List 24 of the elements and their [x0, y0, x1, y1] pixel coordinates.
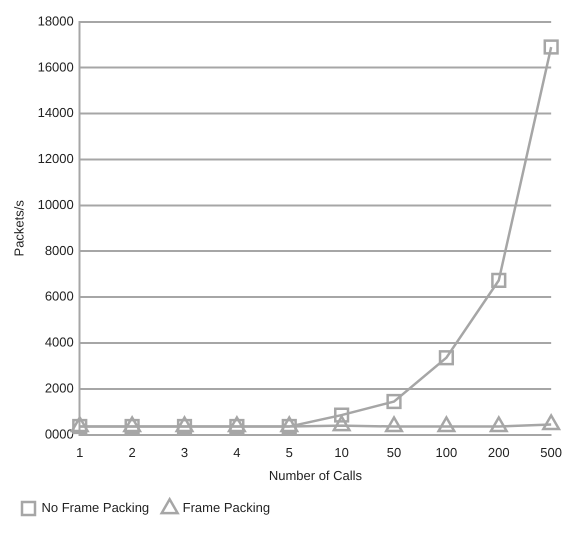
- y-tick-label: 10000: [38, 196, 74, 212]
- y-tick-label: 12000: [38, 151, 74, 166]
- y-tick-label: 16000: [38, 59, 74, 74]
- x-tick-label: 3: [180, 445, 188, 460]
- y-tick-label: 6000: [44, 288, 74, 304]
- x-tick-label: 10: [334, 445, 349, 460]
- x-tick-label: 5: [286, 445, 293, 460]
- x-tick-label: 100: [436, 445, 458, 460]
- legend-label: No Frame Packing: [42, 500, 150, 516]
- x-tick-label: 2: [128, 445, 136, 460]
- y-tick-label: 18000: [38, 13, 74, 28]
- x-tick-label: 500: [540, 445, 562, 460]
- legend-label: Frame Packing: [182, 500, 270, 516]
- x-tick-label: 50: [386, 445, 402, 460]
- y-tick-label: 2000: [44, 380, 74, 396]
- y-tick-label: 14000: [38, 105, 74, 120]
- x-tick-label: 4: [233, 445, 240, 460]
- x-axis-title: Number of Calls: [268, 468, 363, 483]
- y-tick-label: 4000: [44, 334, 74, 350]
- y-tick-label: 0000: [44, 426, 74, 442]
- x-tick-label: 200: [488, 445, 510, 460]
- y-axis-title: Packets/s: [11, 200, 26, 256]
- x-tick-label: 1: [76, 445, 84, 460]
- y-tick-label: 8000: [44, 242, 74, 258]
